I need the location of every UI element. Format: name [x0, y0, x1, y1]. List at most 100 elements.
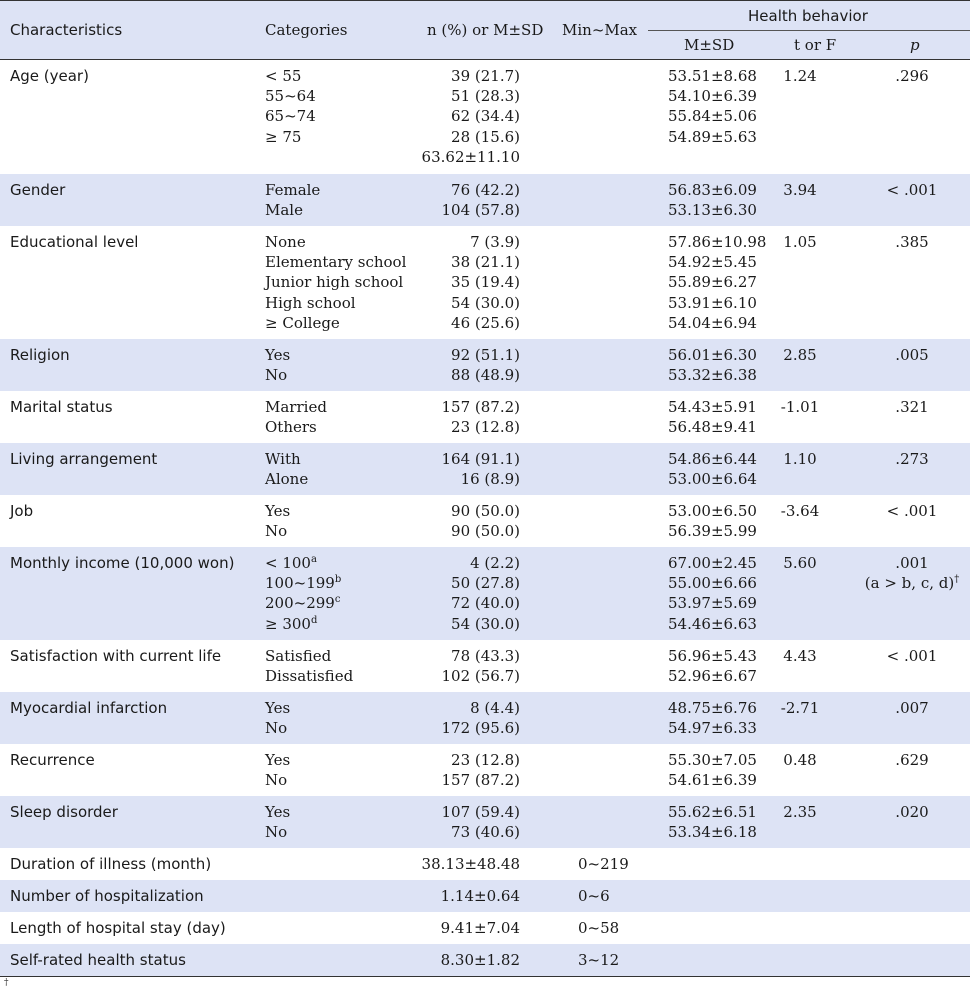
row-characteristic: Duration of illness (month): [10, 854, 211, 874]
row-n-percent-line: 1.14±0.64: [440, 887, 520, 905]
row-categories: Satisfied Dissatisfied: [265, 646, 353, 686]
row-mean-sd-line: 53.91±6.10: [668, 293, 757, 312]
row-t-or-f-line: 1.24: [783, 67, 817, 85]
row-mean-sd: 56.96±5.43 52.96±6.67: [668, 646, 757, 686]
row-categories: Yes No: [265, 501, 290, 541]
row-categories-line: < 100a: [265, 554, 317, 572]
row-n-percent-line: 8 (4.4): [470, 699, 520, 717]
row-categories: None Elementary school Junior high school H…: [265, 232, 406, 333]
row-min-max: 0~58: [578, 918, 619, 938]
header-health-behavior: Health behavior: [748, 7, 868, 25]
row-mean-sd: 54.43±5.91 56.48±9.41: [668, 397, 757, 437]
row-categories-line: 200~299c: [265, 594, 341, 613]
row-categories-line: Satisfied: [265, 647, 332, 665]
row-mean-sd-line: 57.86±10.98: [668, 233, 767, 251]
table-row: Job Yes No 90 (50.0) 90 (50.0) 53.00±6.50 56.3…: [0, 495, 970, 547]
row-mean-sd-line: 54.92±5.45: [668, 253, 757, 272]
row-t-or-f: 1.05: [772, 232, 828, 252]
table-row: Educational level None Elementary school Ju…: [0, 226, 970, 339]
row-characteristic-line: Religion: [10, 346, 70, 364]
row-min-max: 0~219: [578, 854, 629, 874]
row-t-or-f-line: 3.94: [783, 181, 817, 199]
row-categories-line: Others: [265, 418, 317, 437]
row-t-or-f-line: 4.43: [783, 647, 817, 665]
row-n-percent-line: 28 (15.6): [451, 127, 520, 146]
row-categories-line: ≥ College: [265, 313, 340, 332]
row-p-value-line: < .001: [886, 502, 938, 520]
row-p-value-line: .001: [895, 554, 929, 572]
row-n-percent-line: 16 (8.9): [460, 470, 520, 489]
row-n-percent: 76 (42.2) 104 (57.8): [400, 180, 520, 220]
row-p-value: .385: [862, 232, 962, 252]
row-characteristic: Satisfaction with current life: [10, 646, 221, 666]
row-n-percent: 4 (2.2) 50 (27.8) 72 (40.0) 54 (30.0): [400, 553, 520, 634]
row-n-percent-line: 62 (34.4): [451, 107, 520, 126]
row-characteristic: Gender: [10, 180, 65, 200]
table-row: Sleep disorder Yes No 107 (59.4) 73 (40.6) 55…: [0, 796, 970, 848]
header-t-or-f: t or F: [794, 36, 837, 54]
row-n-percent-line: 50 (27.8): [451, 574, 520, 593]
header-divider: [648, 30, 970, 31]
row-p-value: .296: [862, 66, 962, 86]
row-characteristic: Myocardial infarction: [10, 698, 167, 718]
row-p-value: < .001: [862, 646, 962, 666]
row-mean-sd: 56.01±6.30 53.32±6.38: [668, 345, 757, 385]
row-characteristic-line: Recurrence: [10, 751, 95, 769]
row-n-percent: 8 (4.4) 172 (95.6): [400, 698, 520, 738]
row-t-or-f: -3.64: [772, 501, 828, 521]
row-p-value-line: .385: [895, 233, 929, 251]
row-n-percent-line: 90 (50.0): [451, 522, 520, 541]
row-min-max-line: 0~219: [578, 855, 629, 873]
superscript-mark: c: [334, 594, 341, 606]
row-mean-sd-line: 67.00±2.45: [668, 554, 757, 572]
row-characteristic: Recurrence: [10, 750, 95, 770]
row-mean-sd-line: 54.86±6.44: [668, 450, 757, 468]
table-row: Myocardial infarction Yes No 8 (4.4) 172 (95…: [0, 692, 970, 744]
row-p-value: .273: [862, 449, 962, 469]
row-n-percent-line: 4 (2.2): [470, 554, 520, 572]
row-characteristic-line: Satisfaction with current life: [10, 647, 222, 665]
row-t-or-f: 1.24: [772, 66, 828, 86]
row-n-percent-line: 73 (40.6): [451, 823, 520, 842]
table-row: Number of hospitalization 1.14±0.64 0~6: [0, 880, 970, 912]
table-row: Living arrangement With Alone 164 (91.1) 16 …: [0, 443, 970, 495]
row-p-value-line: .321: [895, 398, 929, 416]
row-mean-sd-line: 54.61±6.39: [668, 771, 757, 790]
row-n-percent-line: 172 (95.6): [441, 719, 520, 738]
row-n-percent-line: 38.13±48.48: [421, 855, 520, 873]
row-n-percent: 38.13±48.48: [400, 854, 520, 874]
row-p-value-line: .020: [895, 803, 929, 821]
row-p-value: .001 (a > b, c, d)†: [862, 553, 962, 593]
row-categories-line: Yes: [265, 502, 291, 520]
row-mean-sd-line: 53.34±6.18: [668, 823, 757, 842]
row-characteristic-line: Gender: [10, 181, 66, 199]
row-mean-sd-line: 55.00±6.66: [668, 574, 757, 593]
row-mean-sd-line: 56.01±6.30: [668, 346, 757, 364]
row-characteristic-line: Self-rated health status: [10, 951, 186, 969]
row-categories: Yes No: [265, 750, 290, 790]
row-n-percent-line: 102 (56.7): [441, 667, 520, 686]
header-p: p: [910, 36, 920, 54]
row-t-or-f-line: 0.48: [783, 751, 817, 769]
table-row: Satisfaction with current life Satisfied D…: [0, 640, 970, 692]
row-n-percent-line: 38 (21.1): [451, 253, 520, 272]
superscript-mark: d: [310, 614, 318, 626]
row-p-value-line: .007: [895, 699, 929, 717]
superscript-mark: †: [954, 574, 960, 586]
row-categories-line: No: [265, 823, 288, 842]
row-mean-sd-line: 53.00±6.64: [668, 470, 757, 489]
row-n-percent: 157 (87.2) 23 (12.8): [400, 397, 520, 437]
row-n-percent-line: 78 (43.3): [451, 647, 520, 665]
row-mean-sd-line: 53.97±5.69: [668, 594, 757, 613]
row-n-percent-line: 23 (12.8): [451, 418, 520, 437]
row-categories: Female Male: [265, 180, 320, 220]
row-categories-line: Yes: [265, 346, 291, 364]
row-n-percent-line: 157 (87.2): [441, 771, 520, 790]
row-t-or-f: 2.85: [772, 345, 828, 365]
row-t-or-f: 4.43: [772, 646, 828, 666]
row-t-or-f-line: 1.10: [783, 450, 817, 468]
row-categories-line: Yes: [265, 803, 291, 821]
header-n: n (%) or M±SD: [427, 21, 544, 39]
row-p-value: .007: [862, 698, 962, 718]
